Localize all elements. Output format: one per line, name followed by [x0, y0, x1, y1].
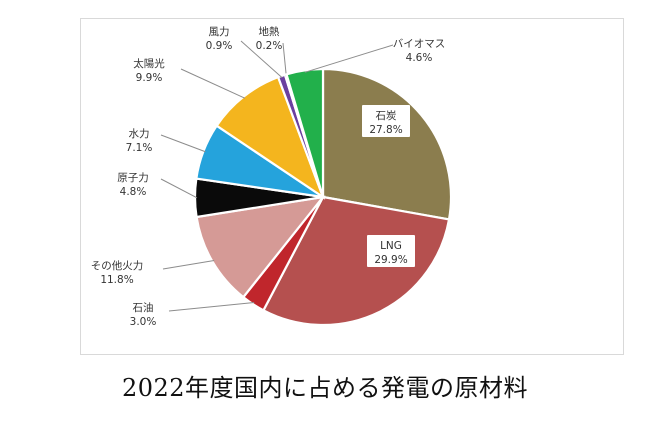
slice-label-group-4: 原子力 4.8%	[117, 171, 198, 199]
pie-slice-9	[285, 67, 325, 198]
slice-value-2: 3.0%	[130, 316, 157, 328]
slice-label-9: バイオマス	[393, 38, 446, 50]
slice-label-0: 石炭	[376, 110, 397, 122]
slice-label-group-6: 太陽光 9.9%	[133, 57, 246, 99]
leader-line-8	[282, 42, 287, 77]
leader-line-3	[162, 259, 215, 270]
leader-line-6	[180, 68, 246, 99]
slice-label-group-2: 石油 3.0%	[130, 301, 255, 328]
slice-label-2: 石油	[133, 301, 154, 314]
slice-label-7: 風力	[209, 25, 230, 38]
chart-frame: 石炭 27.8% LNG 29.9% 石油 3.0% その他火力 11.8% 原子力 4.8% 水力…	[80, 18, 624, 355]
slice-value-5: 7.1%	[126, 142, 153, 154]
slice-label-1: LNG	[380, 240, 402, 252]
pie-slice-1	[261, 195, 451, 327]
leader-line-9	[304, 44, 394, 73]
slice-label-group-1: LNG 29.9%	[367, 235, 415, 267]
pie-slice-6	[215, 75, 326, 200]
slice-label-3: その他火力	[91, 259, 144, 272]
slice-label-5: 水力	[129, 127, 150, 140]
pie-chart: 石炭 27.8% LNG 29.9% 石油 3.0% その他火力 11.8% 原子力 4.8% 水力…	[91, 25, 453, 328]
leader-line-4	[160, 178, 198, 199]
leader-line-7	[240, 40, 283, 79]
slice-value-9: 4.6%	[406, 52, 433, 64]
slice-label-group-7: 風力 0.9%	[206, 25, 283, 79]
slice-value-0: 27.8%	[369, 124, 402, 136]
slice-label-group-9: バイオマス 4.6%	[304, 38, 446, 73]
pie-slice-0	[321, 67, 453, 221]
leader-line-5	[160, 134, 206, 153]
slice-label-group-8: 地熱 0.2%	[256, 25, 287, 77]
slice-label-group-0: 石炭 27.8%	[362, 105, 410, 137]
slice-label-box-0	[362, 105, 410, 137]
slice-value-1: 29.9%	[374, 254, 407, 266]
pie-slice-3	[195, 195, 326, 299]
leader-line-2	[168, 302, 255, 312]
slice-label-8: 地熱	[259, 25, 280, 38]
slice-value-7: 0.9%	[206, 40, 233, 52]
chart-caption: 2022年度国内に占める発電の原材料	[121, 374, 529, 402]
slice-value-8: 0.2%	[256, 40, 283, 52]
slice-label-4: 原子力	[117, 171, 149, 184]
slice-value-6: 9.9%	[136, 72, 163, 84]
slice-label-6: 太陽光	[133, 57, 165, 70]
slice-value-4: 4.8%	[120, 186, 147, 198]
slice-label-group-5: 水力 7.1%	[126, 127, 206, 154]
slice-label-group-3: その他火力 11.8%	[91, 259, 215, 286]
slice-label-box-1	[367, 235, 415, 267]
slice-value-3: 11.8%	[100, 274, 133, 286]
